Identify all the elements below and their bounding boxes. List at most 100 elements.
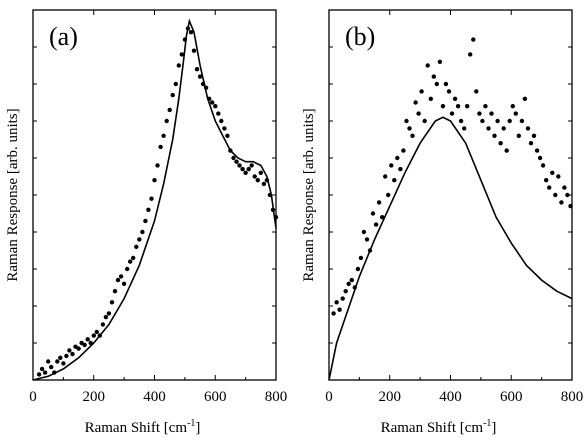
- data-point: [100, 322, 106, 327]
- data-point: [42, 370, 48, 375]
- data-point: [349, 277, 354, 283]
- data-point: [419, 89, 424, 94]
- data-point: [380, 215, 385, 220]
- data-point: [458, 118, 464, 124]
- data-point: [525, 126, 531, 131]
- y-axis-label: Raman Response [arb. units]: [5, 108, 21, 281]
- x-axis-label-end: ]: [195, 420, 200, 436]
- data-point: [522, 96, 528, 102]
- data-point: [213, 104, 218, 109]
- data-point: [519, 118, 525, 124]
- data-point: [194, 67, 200, 72]
- data-point: [76, 346, 81, 351]
- x-tick-label: 200: [379, 389, 402, 405]
- data-point: [337, 307, 342, 312]
- data-point: [164, 118, 169, 124]
- data-point: [544, 178, 549, 183]
- data-point: [197, 74, 203, 79]
- data-point: [334, 300, 339, 305]
- data-point: [465, 104, 470, 109]
- data-point: [140, 229, 145, 235]
- x-axis-label-text: Raman Shift [cm: [85, 420, 188, 436]
- data-point: [255, 178, 260, 183]
- data-point: [49, 364, 54, 370]
- data-point: [534, 148, 540, 153]
- data-point: [258, 170, 263, 175]
- fit-curve: [32, 18, 277, 381]
- plot-frame: [32, 9, 277, 381]
- data-point: [416, 111, 421, 116]
- data-point: [468, 52, 473, 57]
- data-point: [106, 311, 112, 316]
- data-point: [492, 133, 497, 138]
- data-point: [134, 244, 139, 249]
- data-point: [261, 181, 267, 187]
- data-point: [386, 192, 391, 198]
- data-point: [216, 111, 221, 116]
- data-point: [173, 81, 178, 87]
- data-point: [158, 144, 163, 150]
- data-point: [452, 96, 458, 102]
- data-point: [556, 174, 561, 179]
- data-point: [483, 104, 488, 109]
- data-point: [331, 311, 336, 316]
- data-point: [103, 314, 109, 320]
- data-point: [36, 372, 42, 377]
- data-point: [340, 296, 345, 301]
- data-point: [449, 111, 455, 116]
- data-point: [474, 89, 479, 94]
- data-point: [547, 185, 552, 190]
- panel-label: (a): [49, 22, 78, 51]
- data-point: [428, 96, 433, 102]
- data-point: [91, 333, 97, 338]
- data-point: [516, 133, 521, 138]
- data-point: [46, 359, 51, 364]
- data-point: [358, 255, 364, 261]
- data-point: [437, 59, 443, 64]
- data-point: [425, 63, 430, 68]
- x-axis-label: Raman Shift [cm-1]: [85, 418, 201, 436]
- data-point: [462, 126, 467, 131]
- data-point: [346, 281, 351, 286]
- x-tick-label: 400: [143, 389, 166, 405]
- data-point: [246, 166, 251, 172]
- data-point: [155, 163, 160, 168]
- data-point: [149, 196, 154, 201]
- data-point: [225, 133, 230, 138]
- data-point: [85, 337, 90, 342]
- data-point: [146, 207, 151, 212]
- data-point: [373, 222, 379, 227]
- x-tick-label: 400: [439, 389, 462, 405]
- data-point: [528, 141, 534, 146]
- data-point: [431, 74, 436, 79]
- data-point: [355, 266, 361, 272]
- data-point: [531, 133, 537, 138]
- panel-label: (b): [345, 22, 375, 51]
- panel-a: 0 200 400 600 800(a)Raman Shift [cm-1]Raman …: [5, 9, 287, 436]
- data-point: [434, 81, 439, 87]
- data-point: [565, 192, 570, 198]
- x-tick-label: 0: [325, 389, 333, 405]
- data-point: [112, 289, 118, 294]
- data-point: [440, 104, 446, 109]
- data-point: [137, 237, 142, 242]
- data-point: [121, 281, 127, 286]
- data-point: [401, 148, 406, 153]
- plot-frame: [328, 9, 573, 381]
- data-point: [109, 300, 115, 305]
- x-tick-label: 200: [83, 389, 106, 405]
- data-point: [504, 148, 509, 153]
- data-point: [176, 63, 181, 68]
- x-tick-label: 600: [204, 389, 227, 405]
- data-point: [537, 155, 543, 161]
- data-point: [243, 170, 248, 175]
- data-point: [559, 200, 564, 205]
- data-point: [422, 118, 427, 124]
- data-point: [252, 174, 257, 179]
- data-point: [495, 118, 500, 124]
- data-point: [446, 89, 452, 94]
- data-point: [39, 366, 45, 372]
- data-point: [64, 353, 69, 359]
- panel-b: 0 200 400 600 800(b)Raman Shift [cm-1]Raman …: [301, 9, 583, 436]
- data-point: [125, 266, 130, 272]
